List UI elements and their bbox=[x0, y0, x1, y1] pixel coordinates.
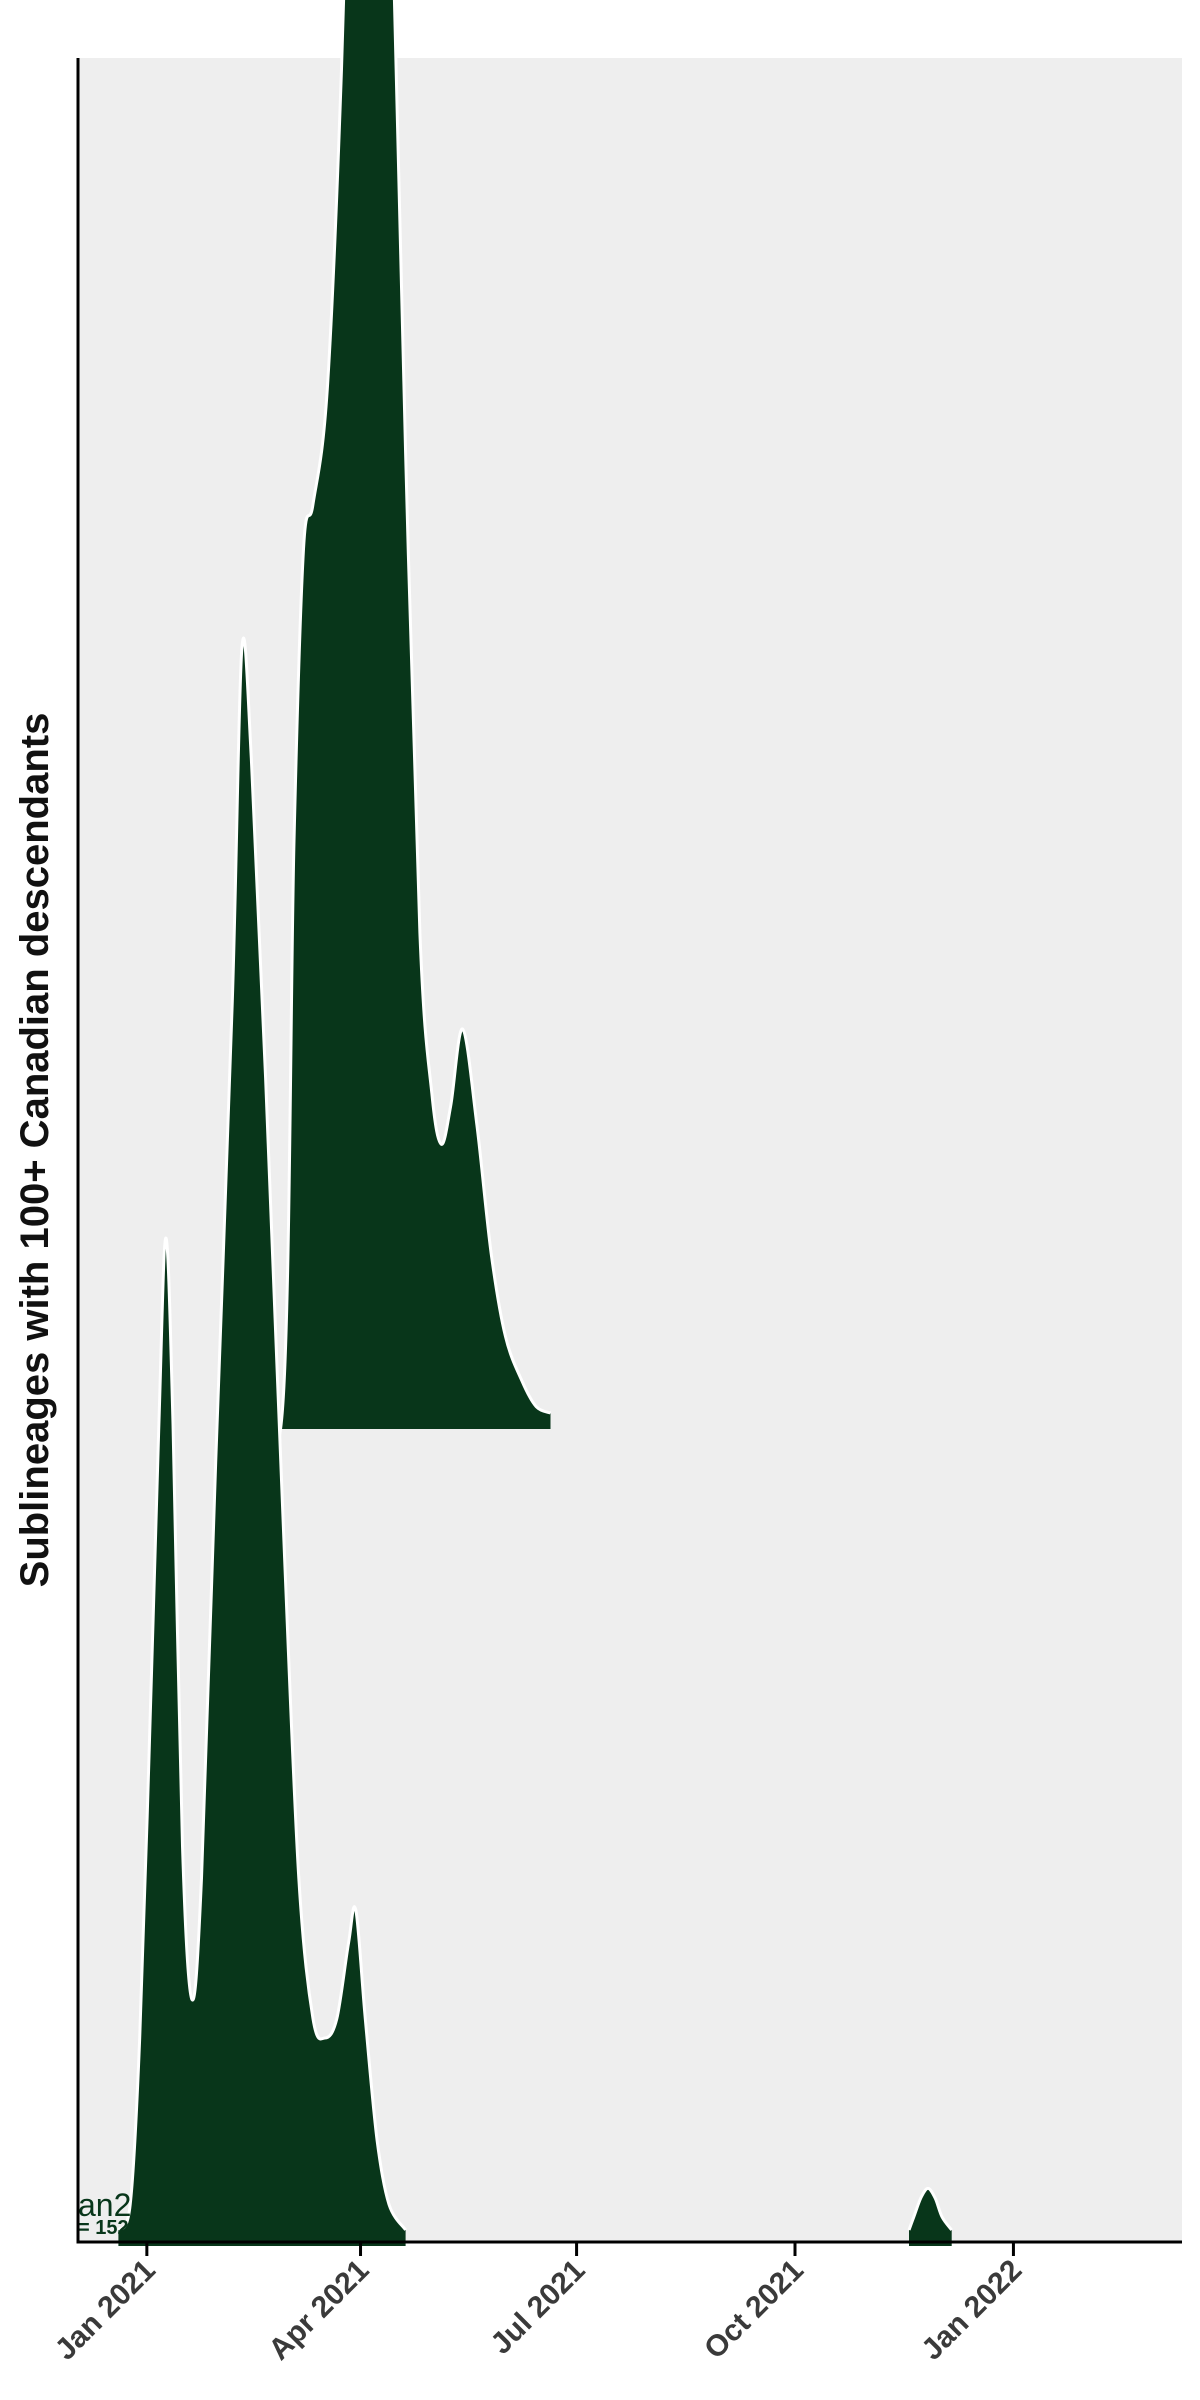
ridges-layer bbox=[117, 0, 953, 2246]
ridge-count-0: = 152 bbox=[78, 2217, 129, 2239]
ridge-label-0: an2 bbox=[78, 2187, 131, 2223]
x-tick-label: Jan 2021 bbox=[49, 2254, 162, 2367]
ridge-outline-2 bbox=[907, 2186, 953, 2231]
ridge-outline-1 bbox=[235, 0, 552, 1458]
ridge-labels-layer: an2= 152 bbox=[78, 2187, 131, 2239]
x-tick-label: Jan 2022 bbox=[915, 2254, 1028, 2367]
x-ticks-layer: Jan 2021 Apr 2021 Jul 2021 Oct 2021 Jan 2022 bbox=[49, 2242, 1028, 2367]
y-axis-title: Sublineages with 100+ Canadian descendan… bbox=[13, 713, 57, 1588]
x-tick-label: Oct 2021 bbox=[698, 2254, 810, 2366]
ridge-area-0 bbox=[118, 638, 406, 2246]
x-tick-label: Apr 2021 bbox=[262, 2254, 375, 2367]
x-tick-label: Jul 2021 bbox=[484, 2254, 591, 2361]
ridge-outline-0 bbox=[117, 636, 407, 2231]
